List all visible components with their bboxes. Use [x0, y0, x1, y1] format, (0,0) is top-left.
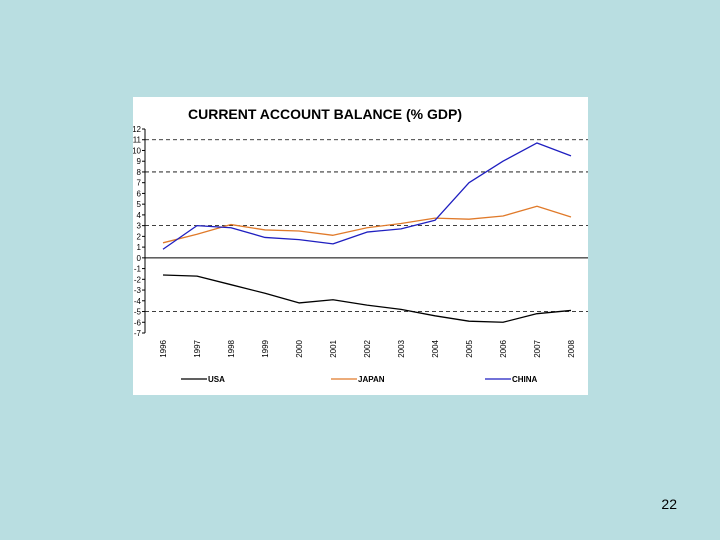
x-tick-label: 2004 [431, 339, 440, 357]
x-tick-label: 2001 [329, 339, 338, 357]
y-tick-label: 4 [137, 211, 142, 220]
x-axis: 1996 1997 1998 1999 2000 2001 2002 2003 2004 2005… [145, 257, 588, 358]
y-tick-label: 12 [133, 125, 142, 134]
legend: USA JAPAN CHINA [181, 375, 538, 384]
x-tick-label: 2006 [499, 339, 508, 357]
x-tick-label: 2008 [567, 339, 576, 357]
x-tick-label: 1998 [227, 339, 236, 357]
y-tick-label: 11 [133, 136, 142, 145]
legend-label-usa: USA [208, 375, 225, 384]
y-tick-label: -5 [134, 308, 142, 317]
y-tick-label: -3 [134, 286, 142, 295]
y-tick-label: 1 [137, 243, 142, 252]
x-tick-label: 2003 [397, 339, 406, 357]
y-tick-label: -7 [134, 329, 142, 338]
y-tick-label: -2 [134, 275, 142, 284]
y-tick-label: -6 [134, 318, 142, 327]
line-chart: CURRENT ACCOUNT BALANCE (% GDP) 12111098… [133, 106, 588, 384]
chart-panel: CURRENT ACCOUNT BALANCE (% GDP) 12 11 10 9 8… [133, 97, 588, 395]
series-line-japan [162, 205, 572, 244]
x-tick-label: 1999 [261, 339, 270, 357]
y-tick-label: -4 [134, 297, 142, 306]
legend-label-japan: JAPAN [358, 375, 385, 384]
y-tick-label: 10 [133, 146, 142, 155]
series-lines [162, 142, 572, 323]
y-tick-label: 2 [137, 232, 142, 241]
y-tick-label: -1 [134, 265, 142, 274]
y-tick-label: 3 [137, 222, 142, 231]
y-tick-label: 5 [137, 200, 142, 209]
x-tick-label: 2002 [363, 339, 372, 357]
series-line-china [162, 142, 572, 250]
x-tick-label: 1997 [193, 339, 202, 357]
y-tick-label: 8 [137, 168, 142, 177]
page-number: 22 [661, 496, 677, 512]
legend-label-china: CHINA [512, 375, 538, 384]
y-tick-label: 7 [137, 179, 142, 188]
x-tick-label: 2005 [465, 339, 474, 357]
x-tick-label: 1996 [159, 339, 168, 357]
series-line-usa [162, 274, 572, 323]
x-tick-label: 2007 [533, 339, 542, 357]
chart-title: CURRENT ACCOUNT BALANCE (% GDP) [188, 106, 462, 122]
x-tick-label: 2000 [295, 339, 304, 357]
y-tick-label: 0 [137, 254, 142, 263]
y-tick-label: 9 [137, 157, 142, 166]
y-tick-label: 6 [137, 189, 142, 198]
reference-lines [145, 139, 588, 312]
